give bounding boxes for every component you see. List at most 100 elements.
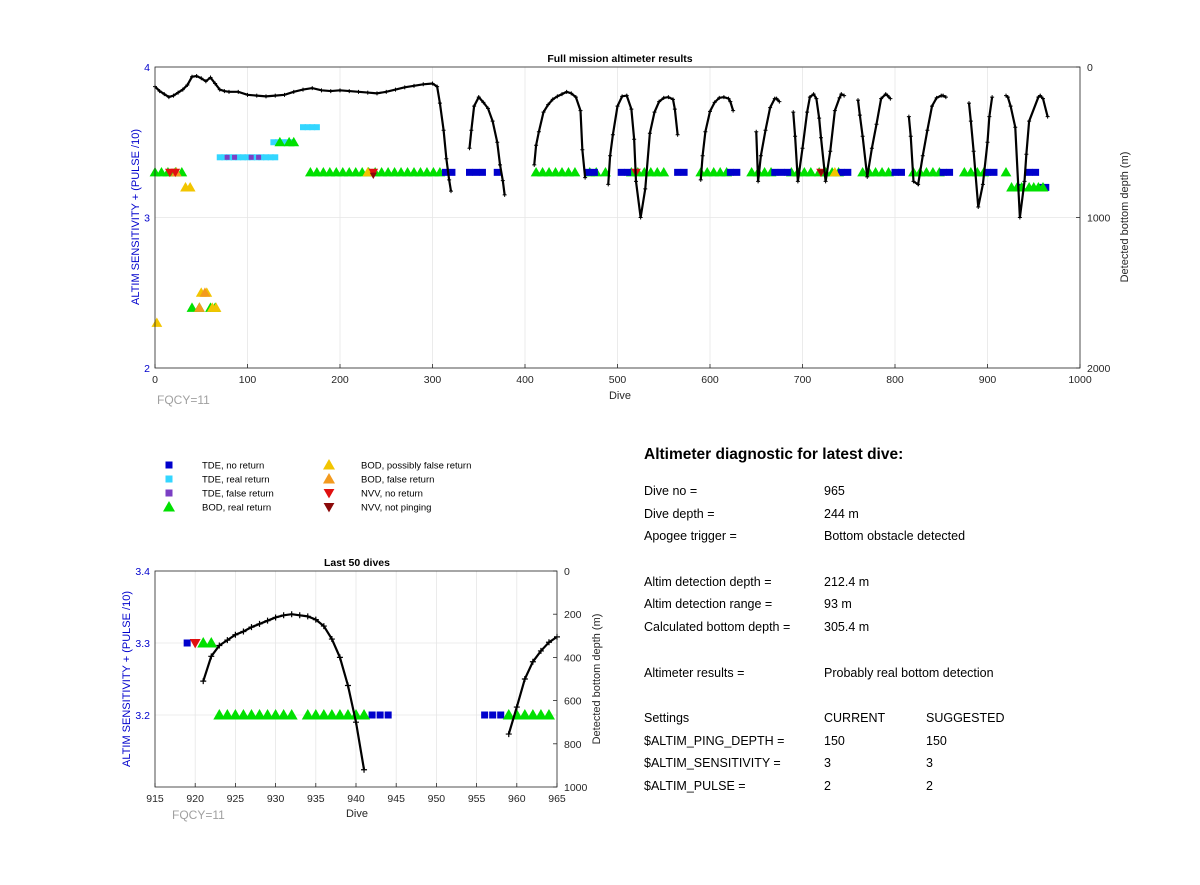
- tde-no-return-marker: [897, 168, 905, 176]
- tde-no-return-marker: [1032, 168, 1040, 176]
- pulse-current: 2: [824, 778, 831, 793]
- bottom-depth-line: [699, 95, 735, 180]
- bottom-depth-line: [1005, 94, 1049, 218]
- tde-no-return-marker: [493, 168, 501, 176]
- tde-real-return-marker: [244, 154, 251, 161]
- bod-real-return-marker: [317, 709, 330, 720]
- bottom-depth-point: [296, 612, 303, 619]
- tde-no-return-marker: [784, 168, 792, 176]
- tde-real-return-marker: [216, 154, 223, 161]
- bod-real-return-marker: [186, 302, 198, 312]
- tde-real-return-marker: [304, 124, 311, 131]
- tde-no-return-marker: [946, 168, 954, 176]
- bod-real-return-marker: [542, 709, 555, 720]
- bod-real-return-marker: [213, 709, 226, 720]
- top-x-axis-label: Dive: [609, 390, 631, 402]
- diag-row-dive-depth: Dive depth = 244 m: [644, 507, 1164, 530]
- tde-no-return-marker: [844, 168, 852, 176]
- tde-no-return-marker: [478, 168, 486, 176]
- x-tick-label: 700: [794, 374, 812, 386]
- bod-real-return-marker: [274, 136, 286, 147]
- x-tick-label: 925: [227, 793, 245, 805]
- tde-no-return-marker: [1025, 168, 1033, 176]
- x-tick-label: 200: [331, 374, 349, 386]
- left-y-tick-label: 2: [144, 363, 150, 375]
- bod-real-return-marker: [221, 709, 234, 720]
- tde-no-return-marker: [584, 168, 592, 176]
- bottom-depth-line: [755, 97, 781, 182]
- bottom-depth-point: [312, 616, 319, 623]
- bod-real-return-marker: [1037, 182, 1049, 192]
- x-tick-label: 915: [146, 793, 164, 805]
- bod-real-return-marker: [350, 709, 362, 720]
- dive-no-label: Dive no =: [644, 484, 698, 498]
- tde-no-return-marker: [441, 168, 449, 176]
- bod-real-return-marker: [301, 709, 314, 720]
- bottom-depth-line: [792, 92, 845, 182]
- x-tick-label: 945: [387, 793, 405, 805]
- ping-depth-label: $ALTIM_PING_DEPTH =: [644, 733, 785, 748]
- legend-marker: [323, 459, 335, 470]
- x-tick-label: 965: [548, 793, 566, 805]
- bod-real-return-marker: [325, 709, 338, 720]
- right-y-tick-label: 200: [564, 609, 582, 621]
- tde-real-return-marker: [272, 154, 279, 161]
- sensitivity-suggested: 3: [926, 756, 933, 771]
- tde-no-return-marker: [481, 711, 489, 719]
- pulse-label: $ALTIM_PULSE =: [644, 778, 746, 793]
- bod-real-return-marker: [502, 709, 515, 720]
- x-tick-label: 300: [424, 374, 442, 386]
- bod-real-return-marker: [229, 709, 242, 720]
- left-y-tick-label: 4: [144, 62, 150, 74]
- tde-false-return-marker: [224, 154, 230, 160]
- bottom-chart-title: Last 50 dives: [324, 557, 390, 569]
- top-left-axis-label: ALTIM SENSITIVITY + (PULSE /10): [130, 129, 142, 305]
- tde-no-return-marker: [674, 168, 682, 176]
- x-tick-label: 800: [886, 374, 904, 386]
- tde-no-return-marker: [891, 168, 899, 176]
- nvv-not-pinging-marker: [817, 169, 825, 176]
- diag-row-dive-no: Dive no = 965: [644, 484, 1164, 507]
- ping-depth-suggested: 150: [926, 733, 947, 748]
- tde-real-return-marker: [235, 154, 242, 161]
- legend-marker: [165, 475, 173, 483]
- nvv-not-pinging-marker: [369, 172, 377, 179]
- bod-real-return-marker: [261, 709, 274, 720]
- x-tick-label: 960: [508, 793, 526, 805]
- bottom-depth-point: [344, 682, 351, 689]
- bod-real-return-marker: [341, 709, 354, 720]
- tde-no-return-marker: [939, 168, 947, 176]
- top-fqcy-annotation: FQCY=11: [157, 393, 210, 407]
- legend-label: BOD, possibly false return: [361, 461, 471, 472]
- left-y-tick-label: 3: [144, 213, 150, 225]
- bottom-depth-point: [545, 639, 552, 646]
- setting-row-ping-depth: $ALTIM_PING_DEPTH = 150 150: [644, 734, 1164, 757]
- setting-row-pulse: $ALTIM_PULSE = 2 2: [644, 779, 1164, 802]
- bod-real-return-marker: [237, 709, 250, 720]
- tde-real-return-marker: [313, 124, 320, 131]
- bod-real-return-marker: [269, 709, 282, 720]
- x-tick-label: 950: [428, 793, 446, 805]
- bottom-depth-line: [533, 90, 587, 178]
- suggested-column-label: SUGGESTED: [926, 710, 1005, 725]
- bottom-depth-line: [856, 92, 892, 178]
- right-y-tick-label: 2000: [1087, 363, 1111, 375]
- bod-real-return-marker: [358, 709, 371, 720]
- sensitivity-current: 3: [824, 756, 831, 771]
- legend-marker: [323, 502, 335, 513]
- bottom-depth-point: [361, 766, 368, 773]
- tde-no-return-marker: [497, 711, 505, 719]
- full-mission-chart: Full mission altimeter results 0 100 200 30…: [130, 53, 1131, 407]
- x-tick-label: 900: [979, 374, 997, 386]
- apogee-value: Bottom obstacle detected: [824, 529, 966, 544]
- tde-real-return-marker: [239, 154, 246, 161]
- tde-no-return-marker: [771, 168, 779, 176]
- bod-false-return-marker: [199, 287, 211, 297]
- bottom-depth-point: [537, 647, 544, 654]
- bod-real-return-marker: [309, 709, 322, 720]
- left-y-tick-label: 3.3: [135, 638, 150, 650]
- right-y-tick-label: 1000: [1087, 213, 1111, 225]
- sensitivity-label: $ALTIM_SENSITIVITY =: [644, 756, 781, 771]
- tde-no-return-marker: [376, 711, 384, 719]
